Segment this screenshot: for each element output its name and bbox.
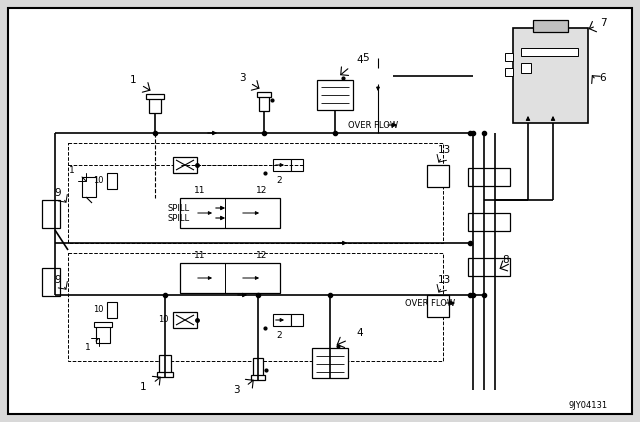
Bar [146,94,164,99]
Text: 8: 8 [502,255,509,265]
Text: 6: 6 [600,73,606,83]
Text: 1: 1 [130,75,136,85]
Text: 10: 10 [93,176,103,184]
Bar [317,80,353,110]
Text: OVER FLOW: OVER FLOW [348,121,398,130]
Bar [82,177,96,197]
Text: 4: 4 [356,328,364,338]
Text: 3: 3 [239,73,245,83]
Text: 7: 7 [600,18,606,28]
Bar [291,314,303,326]
Bar [173,157,197,173]
Text: 12: 12 [256,186,268,195]
Bar [68,143,443,243]
Bar [96,325,110,343]
Text: 9: 9 [54,188,61,198]
Bar [505,68,513,76]
Bar [521,48,578,56]
Circle shape [262,162,268,168]
Bar [273,159,291,171]
Bar [312,348,348,378]
Text: 9JY04131: 9JY04131 [569,401,608,410]
Text: 1: 1 [69,165,75,175]
Bar [251,375,265,380]
Circle shape [330,336,344,350]
Text: 13: 13 [437,145,451,155]
Bar [521,63,531,73]
Text: OVER FLOW: OVER FLOW [405,298,455,308]
Bar [180,263,280,293]
Bar [513,28,588,123]
Bar [253,358,263,376]
Text: 13: 13 [437,275,451,285]
Text: SPILL: SPILL [168,203,190,213]
Bar [259,93,269,111]
Bar [94,322,112,327]
Bar [505,53,513,61]
Circle shape [262,317,268,323]
Text: 11: 11 [195,251,205,260]
Bar [173,312,197,328]
Text: 2: 2 [276,176,282,184]
Text: 3: 3 [233,385,239,395]
Bar [180,198,280,228]
Text: 1: 1 [85,344,91,352]
Text: 5: 5 [363,53,369,63]
Bar [68,253,443,361]
Bar [42,200,60,228]
Bar [42,268,60,296]
Bar [107,173,117,189]
Bar [291,159,303,171]
Bar [468,213,510,231]
Text: 11: 11 [195,186,205,195]
Bar [273,314,291,326]
Circle shape [335,68,349,82]
Text: 10: 10 [93,306,103,314]
Bar [468,168,510,186]
Bar [257,92,271,97]
Bar [468,258,510,276]
Text: 1: 1 [140,382,147,392]
Circle shape [316,336,330,350]
Circle shape [229,275,235,281]
Text: 9: 9 [54,275,61,285]
Circle shape [229,210,235,216]
Bar [427,295,449,317]
Bar [149,95,161,113]
Text: SPILL: SPILL [168,214,190,222]
Bar [533,20,568,32]
Bar [157,372,173,377]
Bar [107,302,117,318]
Text: 2: 2 [276,330,282,340]
Circle shape [321,68,335,82]
Bar [159,355,171,373]
Text: 4: 4 [356,55,364,65]
Bar [427,165,449,187]
Polygon shape [378,68,393,84]
Text: 12: 12 [256,251,268,260]
Text: 10: 10 [157,316,168,325]
